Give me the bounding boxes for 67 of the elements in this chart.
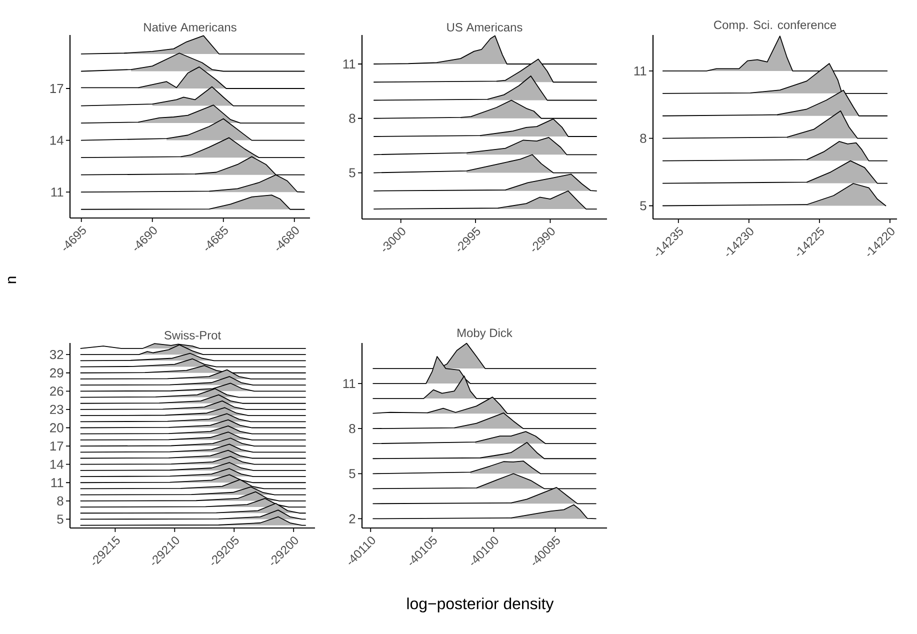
chart-title: Moby Dick — [458, 328, 512, 340]
line-series — [374, 76, 597, 101]
line-series — [80, 425, 306, 434]
line-series — [662, 183, 886, 206]
line-series — [374, 190, 597, 210]
y-tick-label: 11 — [51, 478, 64, 488]
y-tick-label: 29 — [50, 368, 64, 378]
line-series — [80, 352, 306, 362]
y-tick-label: 26 — [50, 386, 64, 396]
line-series — [662, 110, 888, 139]
line-series — [372, 442, 596, 460]
line-series — [80, 432, 306, 440]
y-tick-label: 20 — [50, 423, 64, 432]
y-tick-label: 23 — [50, 404, 64, 414]
line-series — [80, 456, 306, 465]
line-series — [372, 460, 596, 474]
line-series — [80, 137, 305, 158]
line-series — [80, 104, 305, 124]
y-tick-label: 14 — [50, 460, 64, 469]
chart-title: Native Americans — [144, 22, 236, 32]
y-axis-title: n — [8, 276, 16, 284]
line-series — [80, 468, 306, 477]
line-series — [372, 504, 596, 520]
y-tick-label: 8 — [57, 496, 64, 506]
line-series — [80, 86, 305, 106]
chart-title: Comp. Sci. conference — [714, 20, 836, 32]
y-tick-label: 8 — [349, 424, 356, 434]
line-series — [80, 510, 306, 520]
line-series — [80, 462, 306, 471]
line-series — [80, 369, 306, 380]
y-tick-label: 11 — [343, 60, 356, 68]
line-series — [662, 141, 888, 162]
y-tick-label: 11 — [634, 66, 646, 76]
y-tick-label: 11 — [343, 379, 356, 388]
y-tick-label: 17 — [50, 442, 64, 450]
y-tick-label: 2 — [349, 514, 356, 524]
y-tick-label: 5 — [349, 469, 356, 478]
line-series — [80, 118, 305, 141]
line-series — [80, 413, 306, 422]
y-tick-label: 32 — [50, 350, 64, 360]
x-axis-title: log−posterior density — [407, 598, 554, 612]
line-series — [80, 376, 306, 386]
y-tick-label: 8 — [640, 134, 646, 143]
line-series — [80, 344, 306, 356]
y-tick-label: 5 — [349, 168, 356, 178]
line-series — [374, 136, 597, 156]
y-tick-label: 11 — [51, 188, 64, 197]
line-series — [80, 438, 306, 446]
line-series — [80, 194, 305, 210]
y-tick-label: 8 — [349, 114, 356, 123]
line-series — [80, 52, 305, 72]
y-tick-label: 5 — [640, 201, 646, 210]
y-tick-label: 5 — [57, 514, 64, 524]
chart-title: US Americans — [447, 22, 522, 32]
line-series — [80, 394, 306, 404]
line-series — [80, 450, 306, 459]
y-tick-label: 14 — [50, 136, 64, 145]
chart-title: Swiss-Prot — [164, 330, 221, 340]
line-series — [80, 35, 305, 54]
line-series — [80, 400, 306, 410]
line-series — [80, 444, 306, 453]
line-series — [80, 407, 306, 416]
line-series — [80, 66, 305, 89]
y-tick-label: 17 — [50, 84, 64, 93]
line-series — [80, 419, 306, 428]
line-series — [372, 431, 596, 444]
line-series — [662, 160, 888, 184]
